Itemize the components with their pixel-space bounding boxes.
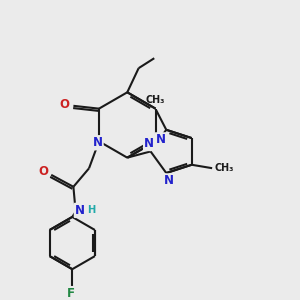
- Text: F: F: [67, 287, 75, 300]
- Text: N: N: [144, 137, 154, 150]
- Text: N: N: [156, 134, 166, 146]
- Text: CH₃: CH₃: [214, 163, 234, 173]
- Text: H: H: [87, 206, 95, 215]
- Text: N: N: [93, 136, 103, 149]
- Text: O: O: [60, 98, 70, 111]
- Text: N: N: [164, 175, 173, 188]
- Text: O: O: [38, 165, 48, 178]
- Text: CH₃: CH₃: [145, 95, 165, 105]
- Text: N: N: [75, 204, 85, 217]
